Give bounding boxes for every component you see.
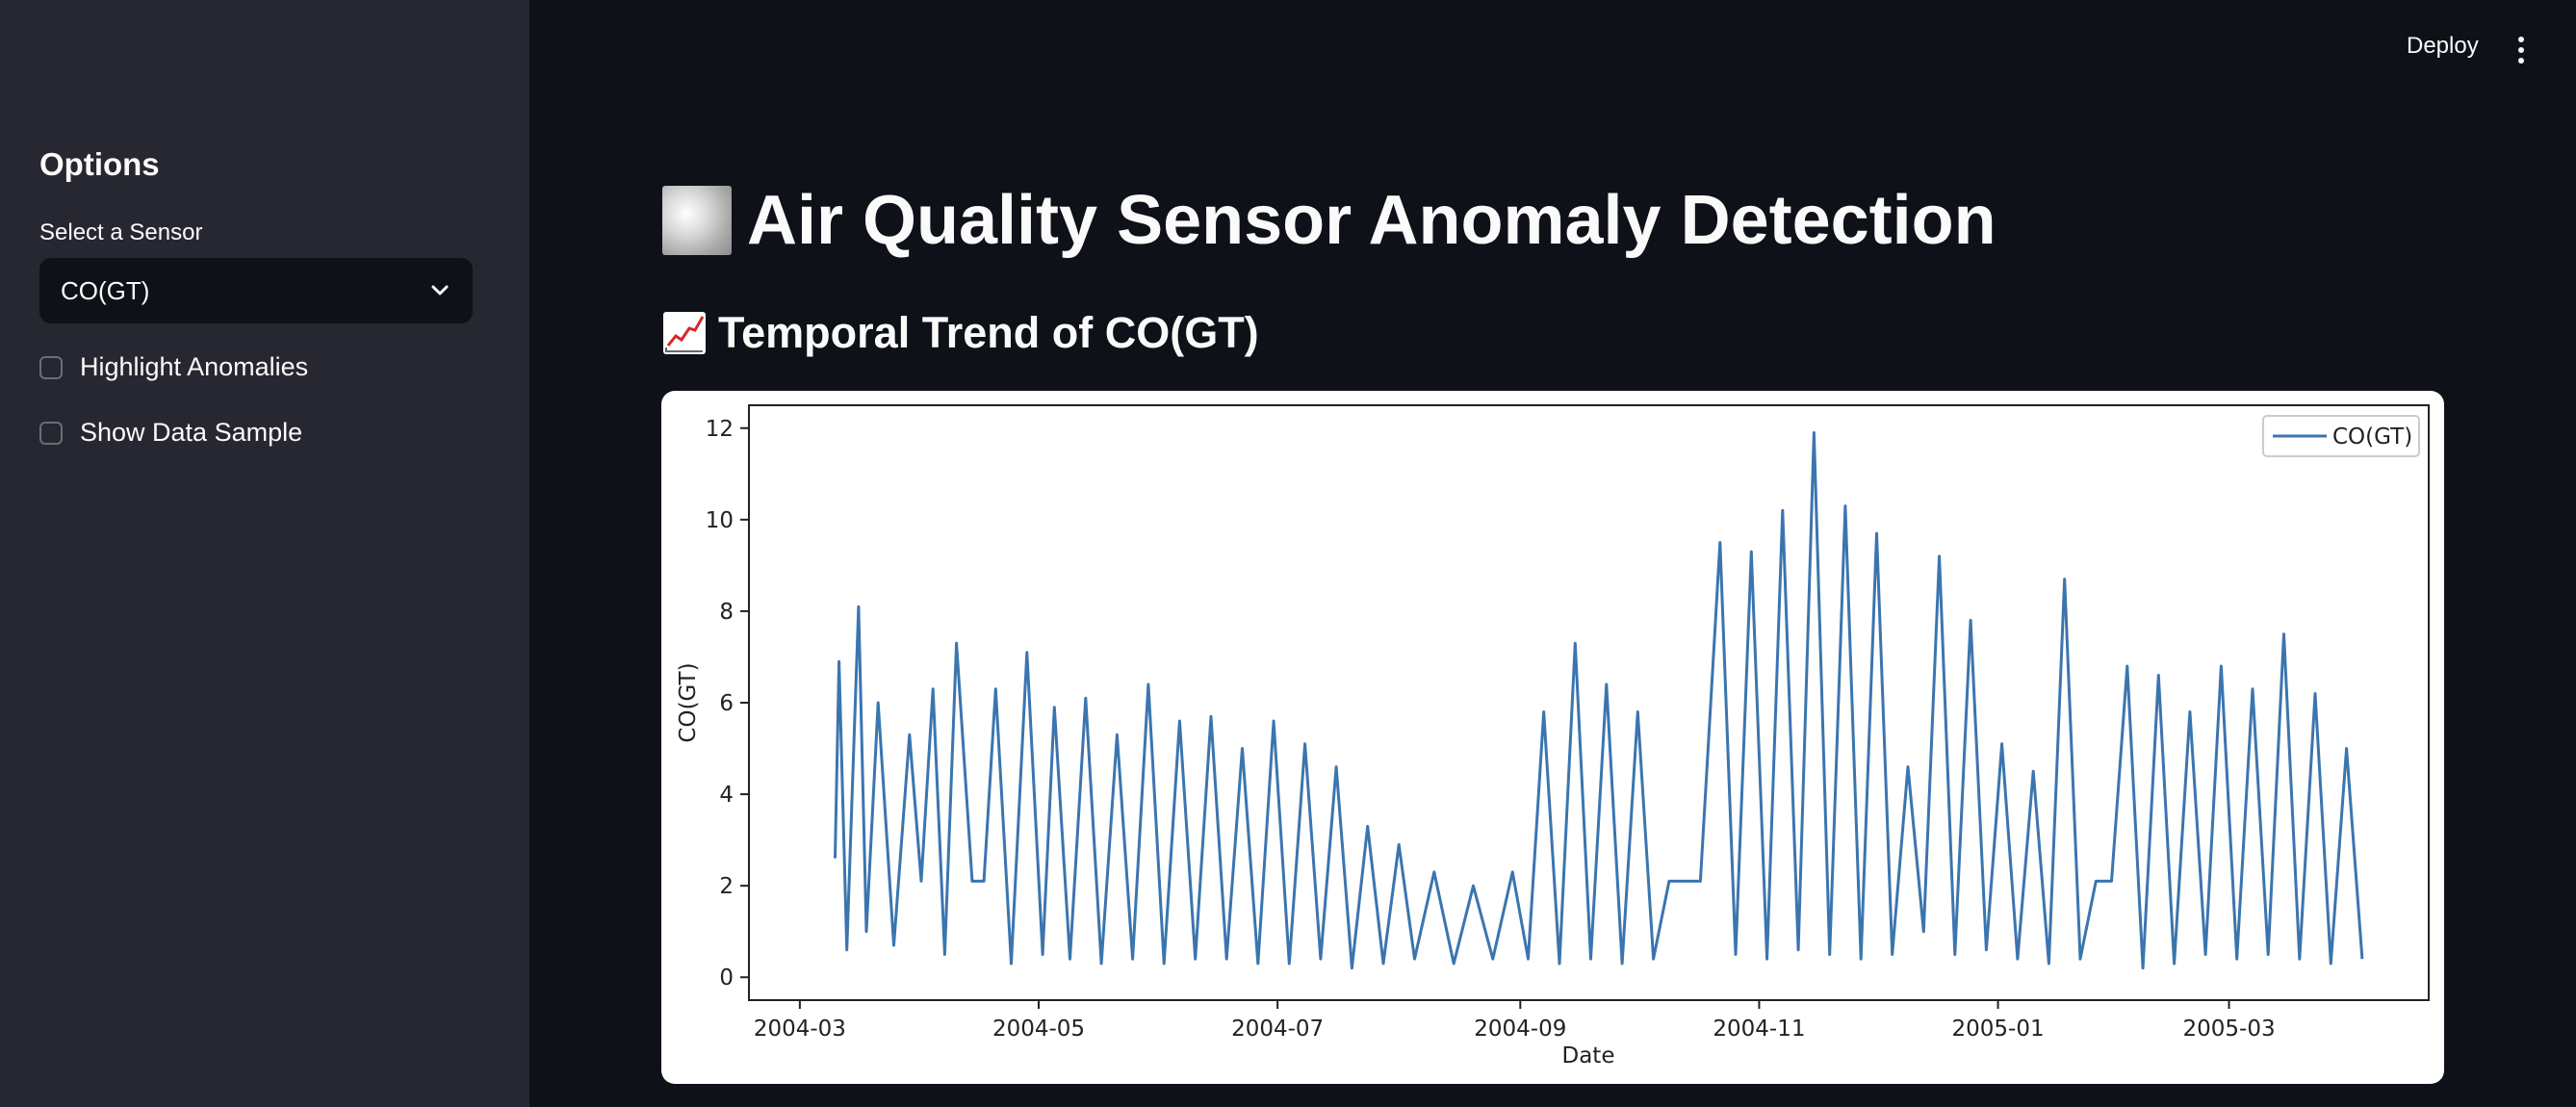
sensor-select-label: Select a Sensor: [39, 219, 203, 245]
y-tick-label: 10: [706, 508, 734, 533]
legend-label: CO(GT): [2332, 425, 2412, 450]
highlight-anomalies-checkbox-row[interactable]: Highlight Anomalies: [39, 352, 308, 382]
sensor-select-value: CO(GT): [61, 275, 150, 305]
sidebar-title: Options: [39, 146, 160, 182]
chevron-down-icon: [431, 285, 449, 296]
deploy-button[interactable]: Deploy: [2407, 33, 2479, 59]
highlight-anomalies-label: Highlight Anomalies: [80, 352, 309, 381]
y-tick-label: 4: [719, 783, 734, 808]
co-trend-chart: 0 2 4 6 8 10 12 2004-03 2004-05 2004-07 2004-09 200…: [676, 404, 2430, 1068]
chart-increasing-icon: [663, 312, 706, 354]
page-title-text: Air Quality Sensor Anomaly Detection: [747, 182, 1996, 259]
highlight-anomalies-checkbox[interactable]: [39, 355, 63, 379]
x-tick-label: 2005-03: [2182, 1017, 2275, 1042]
sensor-select[interactable]: CO(GT): [39, 258, 473, 323]
sidebar: Options Select a Sensor CO(GT) Highlight…: [0, 0, 529, 1107]
x-tick-label: 2005-01: [1952, 1017, 2045, 1042]
show-data-sample-label: Show Data Sample: [80, 418, 303, 447]
x-tick-label: 2004-07: [1231, 1017, 1324, 1042]
x-tick-label: 2004-05: [992, 1017, 1085, 1042]
series-line-co-gt: [834, 431, 2364, 970]
show-data-sample-checkbox-row[interactable]: Show Data Sample: [39, 418, 302, 448]
y-axis-label: CO(GT): [676, 662, 701, 742]
chart-card: 0 2 4 6 8 10 12 2004-03 2004-05 2004-07 2004-09 200…: [661, 391, 2444, 1084]
x-tick-label: 2004-09: [1474, 1017, 1566, 1042]
fog-icon: [662, 186, 732, 255]
x-tick-label: 2004-03: [754, 1017, 846, 1042]
x-tick-label: 2004-11: [1713, 1017, 1805, 1042]
y-tick-label: 2: [719, 874, 734, 899]
kebab-menu-icon[interactable]: [2508, 33, 2535, 67]
page-title: Air Quality Sensor Anomaly Detection: [662, 181, 1996, 260]
section-title-text: Temporal Trend of CO(GT): [718, 308, 1259, 357]
legend: CO(GT): [2262, 415, 2420, 457]
y-tick-label: 0: [719, 965, 734, 991]
y-tick-label: 8: [719, 600, 734, 625]
x-axis-label: Date: [1562, 1043, 1615, 1068]
section-title: Temporal Trend of CO(GT): [662, 308, 1259, 358]
y-tick-label: 6: [719, 691, 734, 716]
show-data-sample-checkbox[interactable]: [39, 421, 63, 445]
y-tick-label: 12: [706, 417, 734, 442]
